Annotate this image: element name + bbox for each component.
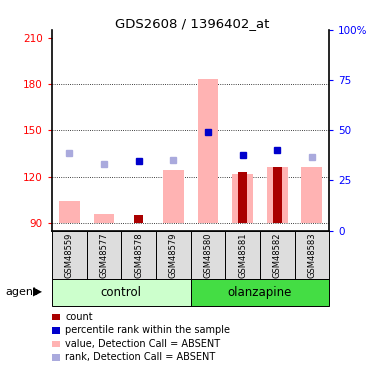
Bar xyxy=(52,231,87,279)
Text: count: count xyxy=(65,312,93,322)
Text: GSM48578: GSM48578 xyxy=(134,232,143,278)
Bar xyxy=(94,214,114,223)
Text: rank, Detection Call = ABSENT: rank, Detection Call = ABSENT xyxy=(65,352,215,362)
Bar xyxy=(52,279,191,306)
Text: GSM48582: GSM48582 xyxy=(273,232,282,278)
Bar xyxy=(238,172,247,223)
Text: ▶: ▶ xyxy=(33,285,42,298)
Bar xyxy=(121,231,156,279)
Text: GSM48579: GSM48579 xyxy=(169,232,178,278)
Text: GSM48559: GSM48559 xyxy=(65,232,74,278)
Bar xyxy=(87,231,121,279)
Text: GSM48577: GSM48577 xyxy=(99,232,109,278)
Bar xyxy=(301,167,322,223)
Text: value, Detection Call = ABSENT: value, Detection Call = ABSENT xyxy=(65,339,220,349)
Bar xyxy=(59,201,80,223)
Text: olanzapine: olanzapine xyxy=(228,286,292,298)
Bar xyxy=(163,170,184,223)
Text: control: control xyxy=(101,286,142,298)
Text: GSM48581: GSM48581 xyxy=(238,232,247,278)
Bar xyxy=(134,215,143,223)
Bar xyxy=(225,231,260,279)
Bar xyxy=(295,231,329,279)
Text: GSM48580: GSM48580 xyxy=(203,232,213,278)
Bar xyxy=(267,167,288,223)
Bar xyxy=(273,167,282,223)
Text: GSM48583: GSM48583 xyxy=(307,232,316,278)
Text: GDS2608 / 1396402_at: GDS2608 / 1396402_at xyxy=(116,17,270,30)
Bar xyxy=(260,231,295,279)
Bar xyxy=(156,231,191,279)
Bar xyxy=(191,279,329,306)
Bar xyxy=(191,231,225,279)
Bar xyxy=(232,174,253,223)
Text: percentile rank within the sample: percentile rank within the sample xyxy=(65,326,230,335)
Text: agent: agent xyxy=(6,287,38,297)
Bar xyxy=(198,80,218,223)
